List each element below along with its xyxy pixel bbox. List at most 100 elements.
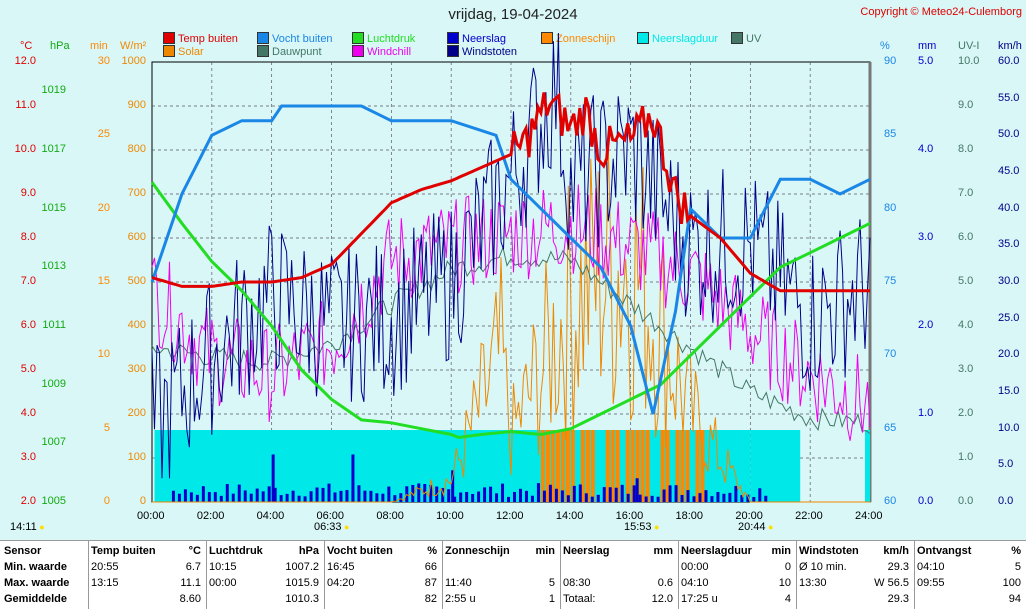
sunshine-bar (570, 430, 575, 502)
rain-bar (501, 483, 505, 502)
rain-bar (548, 484, 552, 502)
sunshine-bar (565, 430, 570, 502)
rain-bar (459, 492, 463, 502)
rain-bar (363, 490, 367, 502)
rain-bar (417, 483, 421, 502)
rain-bar (602, 487, 606, 502)
rain-bar (387, 486, 391, 502)
legend-item: UV (731, 32, 761, 45)
stats-value: 6.7 (185, 561, 201, 573)
axis-tick: 6.0 (958, 231, 974, 243)
sunshine-bar (545, 430, 550, 502)
rain-bar (746, 494, 750, 502)
rain-bar (285, 493, 289, 502)
noon-marker: 15:53 ● (624, 521, 659, 533)
rain-bar (429, 484, 433, 502)
rain-bar (710, 496, 714, 502)
axis-tick: 1019 (41, 84, 66, 97)
humidity-line (150, 104, 871, 415)
sunshine-bar (675, 430, 680, 502)
rain-bar (207, 492, 211, 502)
x-tick: 10:00 (436, 510, 464, 522)
axis-tick: 4.0 (958, 319, 974, 331)
stats-time: 13:15 (91, 577, 119, 589)
legend-label: Vocht buiten (272, 33, 333, 45)
axis-tick: 5.0 (958, 275, 974, 287)
rain-bar (686, 490, 690, 502)
moonrise-time: 14:11 (10, 521, 37, 533)
rain-bar (237, 484, 241, 502)
stats-time: 00:00 (681, 561, 709, 573)
rain-bar (758, 488, 762, 502)
rain-bar (357, 485, 361, 502)
sun-icon: ● (341, 522, 350, 532)
legend-swatch (447, 32, 459, 44)
axis-tick: 1.0 (958, 451, 974, 463)
rain-bar (656, 496, 660, 502)
rain-bar (620, 484, 624, 502)
precip-duration-area (865, 430, 870, 502)
stats-time: 04:10 (917, 561, 945, 573)
axis-tick: 60.0 (998, 55, 1020, 67)
rain-bar (644, 496, 648, 502)
axis-tick: 5.0 (20, 363, 36, 375)
rain-bar (321, 487, 325, 502)
stats-header: Luchtdruk (209, 545, 263, 557)
axis-tick: 90 (884, 55, 897, 67)
axis-tick: 5.0 (918, 55, 934, 67)
axis-tick: 65 (884, 421, 897, 434)
legend-label: Temp buiten (178, 33, 238, 45)
axis-tick: 55.0 (998, 91, 1020, 104)
axis-tick: 7.0 (20, 275, 36, 287)
rain-bar (680, 494, 684, 502)
stats-value: 29.3 (887, 593, 909, 605)
stats-time: 13:30 (799, 577, 827, 589)
axis-unit: W/m² (120, 40, 147, 52)
stats-time: 11:40 (445, 577, 472, 589)
rain-bar (542, 490, 546, 502)
pressure-line (150, 181, 871, 440)
rain-bar (692, 496, 696, 502)
axis-tick: 1013 (41, 260, 66, 273)
rain-bar (578, 484, 582, 502)
axis-tick: 0.0 (918, 495, 934, 507)
axis-tick: 400 (127, 319, 146, 331)
stats-time: Ø 10 min. (799, 561, 847, 573)
sunset-marker: 20:44 ● (738, 521, 773, 533)
rain-bar (315, 487, 319, 502)
legend-label: Luchtdruk (367, 33, 416, 45)
legend-item: Neerslagduur (637, 32, 718, 45)
sun-icon: ● (765, 522, 774, 532)
axis-tick: 4.0 (20, 407, 36, 419)
axis-tick: 12.0 (14, 55, 36, 67)
sunshine-bar (640, 430, 645, 502)
stats-value: 4 (784, 593, 791, 605)
rain-bar (632, 485, 636, 502)
rain-bar (489, 486, 493, 502)
rain-bar (495, 493, 499, 502)
chart-title: vrijdag, 19-04-2024 (448, 6, 578, 23)
rain-bar (698, 493, 702, 502)
rain-bar (471, 493, 475, 502)
axis-tick: 1005 (41, 495, 66, 507)
rain-bar (477, 491, 481, 502)
legend-swatch (163, 45, 175, 57)
axis-tick: 20.0 (998, 348, 1020, 361)
axis-tick: 9.0 (20, 187, 36, 199)
stats-row-label: Max. waarde (4, 577, 70, 589)
rain-bar (483, 487, 487, 502)
axis-tick: 1000 (121, 55, 146, 67)
rain-bar (740, 495, 744, 502)
rain-bar (704, 490, 708, 502)
axis-tick: 9.0 (958, 99, 974, 111)
legend-label: Zonneschijn (556, 33, 616, 45)
legend-swatch (352, 45, 364, 57)
stats-time: 16:45 (327, 561, 355, 573)
axis-tick: 0.0 (958, 495, 974, 507)
stats-value: 0.6 (657, 577, 673, 589)
rain-bar (674, 485, 678, 502)
rain-bar (590, 496, 594, 502)
axis-tick: 4.0 (918, 143, 934, 155)
stats-row-label: Gemiddelde (4, 593, 67, 605)
x-tick: 00:00 (137, 510, 165, 522)
